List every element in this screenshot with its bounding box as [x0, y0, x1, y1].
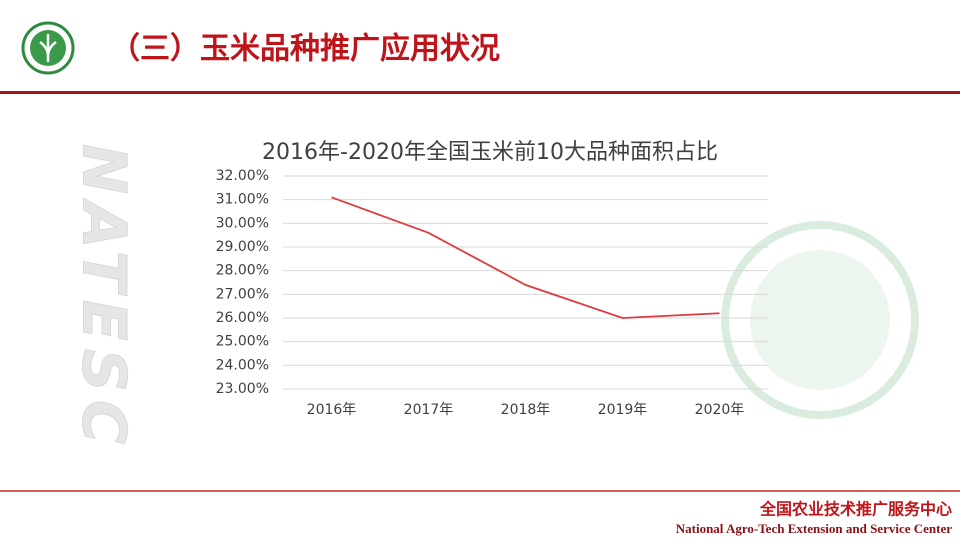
y-tick-label: 28.00% — [216, 263, 269, 279]
y-tick-label: 24.00% — [216, 357, 269, 373]
y-tick-label: 26.00% — [216, 310, 269, 326]
logo-watermark — [721, 221, 919, 419]
y-tick-label: 25.00% — [216, 334, 269, 350]
footer-org-en: National Agro-Tech Extension and Service… — [676, 521, 952, 536]
x-tick-label: 2019年 — [598, 402, 648, 418]
y-tick-label: 23.00% — [216, 381, 269, 397]
x-tick-label: 2017年 — [404, 402, 454, 418]
logo — [21, 21, 75, 75]
chart-title: 2016年-2020年全国玉米前10大品种面积占比 — [262, 140, 718, 165]
y-tick-label: 27.00% — [216, 286, 269, 302]
y-tick-label: 29.00% — [216, 239, 269, 255]
y-tick-label: 31.00% — [216, 192, 269, 208]
y-tick-label: 30.00% — [216, 215, 269, 231]
footer-org-cn: 全国农业技术推广服务中心 — [759, 500, 952, 519]
footer-rule — [0, 490, 960, 492]
watermark: NATESC — [68, 144, 138, 452]
series-line — [331, 196, 720, 319]
y-tick-label: 32.00% — [216, 168, 269, 184]
header-rule — [0, 91, 960, 94]
x-tick-label: 2016年 — [307, 402, 357, 418]
x-tick-label: 2020年 — [695, 402, 745, 418]
page-title: （三）玉米品种推广应用状况 — [110, 32, 500, 67]
x-tick-label: 2018年 — [501, 402, 551, 418]
